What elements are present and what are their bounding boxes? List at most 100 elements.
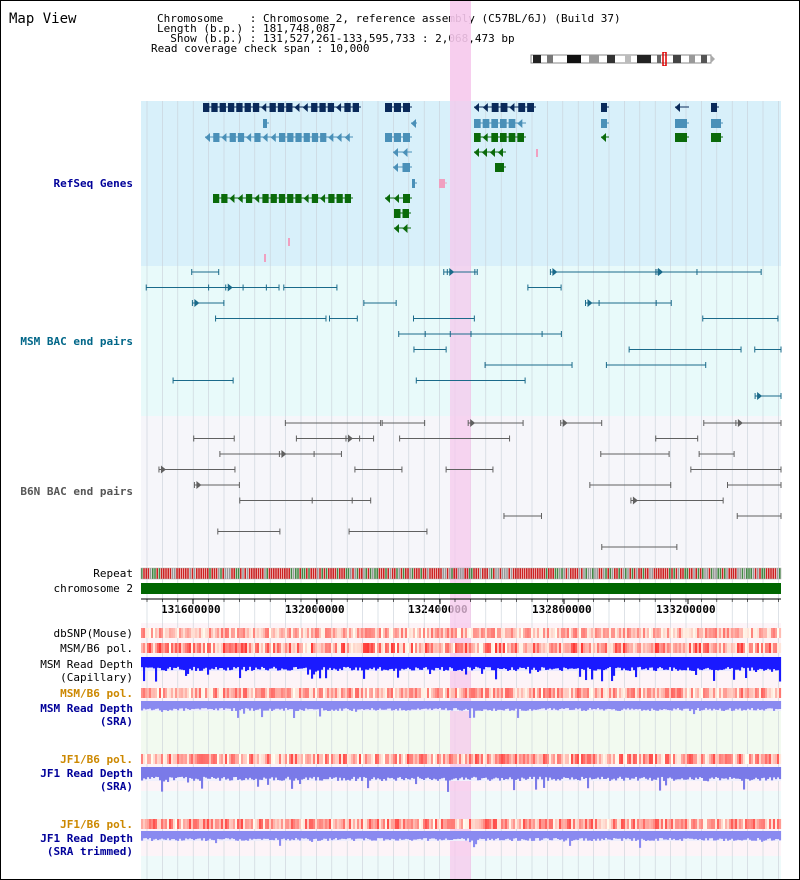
track-label-refseq[interactable]: RefSeq Genes <box>53 177 133 190</box>
heat-cell <box>285 628 288 638</box>
depth-bar <box>441 701 444 710</box>
heat-cell <box>321 688 324 698</box>
depth-bar <box>715 831 718 841</box>
heat-cell <box>147 628 150 638</box>
heat-cell <box>329 628 332 638</box>
track-label-msm-b6-pol-capillary[interactable]: MSM/B6 pol. <box>60 642 133 655</box>
heat-cell <box>459 688 462 698</box>
heat-cell <box>741 754 744 764</box>
depth-bar <box>347 767 350 780</box>
depth-bar <box>517 831 520 841</box>
heat-cell <box>361 819 364 829</box>
track-label-jf1-b6-pol-sra[interactable]: JF1/B6 pol. <box>60 753 133 766</box>
heat-cell <box>289 688 292 698</box>
depth-bar <box>163 767 166 782</box>
depth-bar <box>529 767 532 777</box>
heat-cell <box>351 819 354 829</box>
depth-bar <box>761 657 764 670</box>
depth-bar <box>301 701 304 711</box>
depth-bar <box>713 701 716 709</box>
heat-cell <box>483 643 486 653</box>
depth-bar <box>359 767 362 778</box>
heat-cell <box>725 688 728 698</box>
heat-cell <box>163 628 166 638</box>
heat-cell <box>675 819 678 829</box>
depth-bar <box>677 701 680 709</box>
heat-cell <box>619 819 622 829</box>
heat-cell <box>673 819 676 829</box>
track-label-msm-bac[interactable]: MSM BAC end pairs <box>20 335 133 348</box>
heat-cell <box>447 688 450 698</box>
depth-bar <box>643 657 646 670</box>
track-label-repeat[interactable]: Repeat <box>93 567 133 580</box>
depth-bar <box>521 767 524 778</box>
heat-cell <box>229 688 232 698</box>
depth-bar <box>717 831 720 840</box>
heat-cell <box>233 628 236 638</box>
heat-cell <box>703 643 706 653</box>
heat-cell <box>467 628 470 638</box>
depth-bar <box>301 657 304 669</box>
depth-bar <box>563 831 566 842</box>
depth-bar <box>755 657 758 672</box>
depth-bar <box>665 767 668 786</box>
heat-cell <box>755 754 758 764</box>
heat-cell <box>563 819 566 829</box>
depth-bar <box>711 831 714 839</box>
heat-cell <box>163 643 166 653</box>
heat-cell <box>259 628 262 638</box>
heat-cell <box>265 628 268 638</box>
heat-cell <box>295 688 298 698</box>
track-label-msm-b6-pol-sra[interactable]: MSM/B6 pol. <box>60 687 133 700</box>
depth-bar <box>759 831 762 840</box>
depth-bar <box>501 831 504 841</box>
repeat-mark <box>453 568 455 579</box>
chromosome-ideogram[interactable] <box>529 52 715 66</box>
track-label-dbsnp[interactable]: dbSNP(Mouse) <box>53 627 133 640</box>
gene-exon <box>711 119 721 128</box>
depth-bar <box>737 701 740 710</box>
heat-cell <box>185 628 188 638</box>
depth-bar <box>529 701 532 709</box>
depth-bar <box>545 657 548 670</box>
depth-bar <box>549 831 552 841</box>
track-label-b6n-bac[interactable]: B6N BAC end pairs <box>20 485 133 498</box>
heat-cell <box>713 628 716 638</box>
heat-cell <box>217 688 220 698</box>
heat-cell <box>601 754 604 764</box>
heat-cell <box>499 754 502 764</box>
heat-cell <box>461 819 464 829</box>
depth-bar <box>731 767 734 779</box>
track-label-msm-depth-sra[interactable]: MSM Read Depth <box>40 702 133 715</box>
depth-bar <box>261 767 264 780</box>
heat-cell <box>197 688 200 698</box>
depth-bar <box>477 701 480 711</box>
depth-bar <box>429 701 432 709</box>
depth-bar <box>389 701 392 709</box>
depth-bar <box>517 657 520 670</box>
gene-exon <box>203 103 210 112</box>
repeat-mark <box>145 568 147 579</box>
depth-bar <box>521 831 524 840</box>
heat-cell <box>529 643 532 653</box>
track-label-jf1-depth-sra[interactable]: JF1 Read Depth <box>40 767 133 780</box>
depth-bar <box>547 701 550 709</box>
depth-bar <box>237 657 240 668</box>
depth-bar <box>291 767 294 789</box>
track-label-jf1-depth-trimmed[interactable]: JF1 Read Depth <box>40 832 133 845</box>
heat-cell <box>655 688 658 698</box>
heat-cell <box>189 754 192 764</box>
heat-cell <box>351 754 354 764</box>
heat-cell <box>301 819 304 829</box>
heat-cell <box>621 643 624 653</box>
depth-bar <box>655 767 658 780</box>
heat-cell <box>143 643 146 653</box>
track-label-msm-depth-capillary[interactable]: MSM Read Depth <box>40 658 133 671</box>
depth-bar <box>465 767 468 778</box>
depth-bar <box>627 657 630 671</box>
track-label-jf1-b6-pol-trimmed[interactable]: JF1/B6 pol. <box>60 818 133 831</box>
heat-cell <box>457 643 460 653</box>
depth-bar <box>581 657 584 669</box>
depth-bar <box>699 767 702 778</box>
